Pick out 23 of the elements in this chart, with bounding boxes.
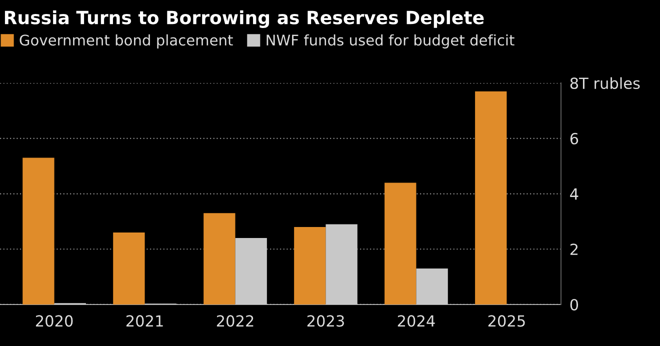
bar [326, 224, 358, 304]
chart-title: Russia Turns to Borrowing as Reserves Deplete [4, 10, 484, 28]
x-tick-label: 2024 [398, 315, 435, 327]
x-tick-label: 2021 [126, 315, 163, 327]
x-tick-label: 2025 [488, 315, 525, 327]
legend-label: NWF funds used for budget deficit [266, 34, 514, 48]
y-tick-label: 8T rubles [570, 77, 640, 90]
bar [416, 268, 448, 304]
legend-label: Government bond placement [20, 34, 233, 48]
bar [475, 91, 507, 304]
x-tick-label: 2023 [307, 315, 344, 327]
bar [22, 158, 54, 304]
x-tick-label: 2022 [216, 315, 254, 327]
y-tick-label: 4 [570, 188, 578, 200]
bar [384, 182, 416, 304]
bar [204, 213, 236, 304]
y-tick-label: 6 [570, 132, 578, 144]
y-tick-label: 2 [570, 244, 578, 255]
bar [294, 226, 326, 304]
bar [113, 232, 145, 304]
y-tick-label: 0 [570, 298, 578, 310]
bar [235, 238, 267, 304]
x-tick-label: 2020 [36, 315, 73, 327]
